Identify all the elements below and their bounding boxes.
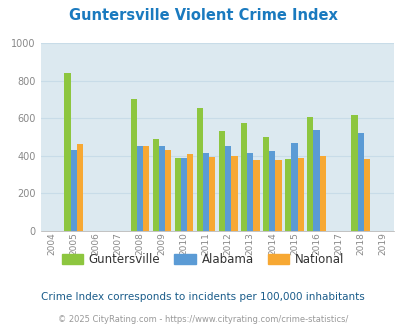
- Bar: [209, 157, 215, 231]
- Bar: [181, 158, 187, 231]
- Bar: [70, 150, 77, 231]
- Bar: [275, 160, 281, 231]
- Bar: [351, 115, 357, 231]
- Bar: [313, 130, 319, 231]
- Bar: [297, 158, 303, 231]
- Bar: [269, 151, 275, 231]
- Bar: [187, 154, 193, 231]
- Bar: [247, 153, 253, 231]
- Text: © 2025 CityRating.com - https://www.cityrating.com/crime-statistics/: © 2025 CityRating.com - https://www.city…: [58, 315, 347, 324]
- Bar: [143, 146, 149, 231]
- Bar: [218, 131, 225, 231]
- Bar: [158, 146, 165, 231]
- Legend: Guntersville, Alabama, National: Guntersville, Alabama, National: [57, 248, 348, 271]
- Bar: [241, 123, 247, 231]
- Bar: [130, 99, 136, 231]
- Bar: [307, 117, 313, 231]
- Bar: [77, 144, 83, 231]
- Text: Crime Index corresponds to incidents per 100,000 inhabitants: Crime Index corresponds to incidents per…: [41, 292, 364, 302]
- Bar: [152, 139, 158, 231]
- Bar: [262, 137, 269, 231]
- Text: Guntersville Violent Crime Index: Guntersville Violent Crime Index: [68, 8, 337, 23]
- Bar: [165, 150, 171, 231]
- Bar: [196, 108, 202, 231]
- Bar: [253, 160, 259, 231]
- Bar: [175, 158, 181, 231]
- Bar: [225, 147, 231, 231]
- Bar: [231, 156, 237, 231]
- Bar: [319, 156, 325, 231]
- Bar: [202, 153, 209, 231]
- Bar: [136, 146, 143, 231]
- Bar: [363, 159, 369, 231]
- Bar: [284, 159, 291, 231]
- Bar: [291, 143, 297, 231]
- Bar: [357, 133, 363, 231]
- Bar: [64, 73, 70, 231]
